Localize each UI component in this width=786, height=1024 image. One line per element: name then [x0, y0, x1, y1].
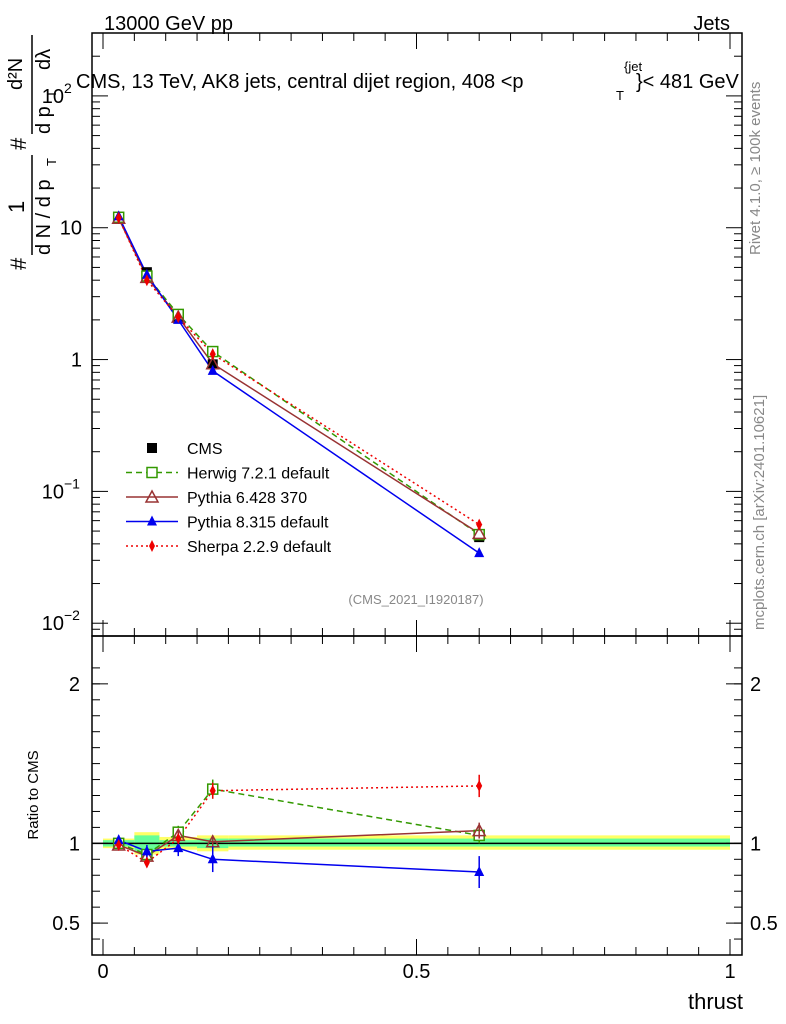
- title-sup: {jet: [624, 59, 642, 74]
- title-sub: T: [616, 88, 624, 103]
- xtick-label-0: 0: [97, 961, 108, 983]
- legend-label-data: CMS: [187, 441, 223, 458]
- rivet-label: Rivet 4.1.0, ≥ 100k events: [747, 82, 764, 255]
- title-main: CMS, 13 TeV, AK8 jets, central dijet reg…: [76, 71, 524, 93]
- main-ytick-exp-0: −2: [64, 607, 80, 623]
- legend-label-pythia6: Pythia 6.428 370: [187, 490, 307, 507]
- ylabel-den2c: dλ: [33, 49, 55, 70]
- main-point-pythia8-1: [141, 268, 152, 279]
- main-point-pythia6-4: [471, 525, 487, 540]
- ratio-point-pythia8-2: [173, 842, 184, 853]
- main-ytick-label-3: 10: [60, 218, 82, 240]
- ratio-ytick-label-right-2: 2: [750, 674, 761, 696]
- ratio-series-markers: [111, 774, 487, 889]
- main-ytick-label-0: 10: [42, 613, 64, 635]
- ratio-ytick-label-left-0: 0.5: [52, 913, 80, 935]
- ratio-point-pythia8-4: [474, 866, 485, 877]
- ratio-point-sherpa-2: [175, 832, 182, 845]
- legend-marker-pythia8: [147, 515, 157, 526]
- ylabel-hash1: #: [6, 257, 31, 270]
- ylabel-den1a: d N / d p: [33, 179, 55, 255]
- ratio-ytick-label-right-0: 0.5: [750, 913, 778, 935]
- ratio-line-herwig: [118, 788, 480, 856]
- ratio-point-pythia8-1: [141, 845, 152, 856]
- ylabel-den2a: d p: [33, 106, 55, 134]
- ratio-point-sherpa-3: [209, 784, 216, 797]
- legend-label-pythia8: Pythia 8.315 default: [187, 515, 329, 532]
- ratio-ytick-label-right-1: 1: [750, 833, 761, 855]
- legend-marker-herwig: [146, 466, 158, 479]
- main-series-markers: [111, 210, 487, 558]
- ylabel-hash2: #: [6, 137, 31, 150]
- xtick-label-1: 0.5: [403, 961, 431, 983]
- main-point-sherpa-4: [476, 518, 483, 531]
- ratio-point-sherpa-4: [476, 779, 483, 792]
- analysis-id: (CMS_2021_I1920187): [348, 592, 483, 607]
- main-ytick-label-1: 10: [42, 481, 64, 503]
- ylabel-num2: d²N: [5, 58, 27, 90]
- main-line-pythia6: [117, 217, 480, 535]
- mcplots-label: mcplots.cern.ch [arXiv:2401.10621]: [751, 395, 768, 630]
- legend-marker-pythia6: [144, 489, 160, 503]
- main-point-sherpa-0: [115, 211, 122, 224]
- ratio-y-axis-label: Ratio to CMS: [25, 750, 42, 839]
- ratio-point-pythia8-3: [207, 853, 218, 864]
- legend-label-herwig: Herwig 7.2.1 default: [187, 466, 330, 483]
- ratio-ytick-label-left-1: 1: [69, 833, 80, 855]
- header-right: Jets: [693, 13, 730, 35]
- plot-title: CMS, 13 TeV, AK8 jets, central dijet reg…: [76, 59, 740, 103]
- x-axis-label: thrust: [688, 989, 743, 1014]
- ratio-point-pythia6-4: [471, 823, 487, 837]
- xtick-label-2: 1: [724, 961, 735, 983]
- main-line-herwig: [117, 216, 480, 536]
- header-left: 13000 GeV pp: [104, 13, 233, 35]
- main-ytick-label-2: 1: [71, 350, 82, 372]
- main-y-axis-label: # 1 d N / d p T # d²N d p T dλ: [4, 35, 59, 270]
- main-point-pythia8-4: [474, 547, 485, 558]
- legend-marker-sherpa: [149, 540, 155, 552]
- main-point-data-3: [207, 359, 218, 370]
- ratio-point-sherpa-1: [143, 856, 150, 869]
- ylabel-den1b: T: [44, 158, 59, 166]
- ylabel-num1: 1: [4, 201, 29, 213]
- title-end: }< 481 GeV: [636, 71, 740, 93]
- main-point-sherpa-3: [209, 348, 216, 361]
- main-point-sherpa-2: [175, 311, 182, 324]
- legend-marker-data: [147, 443, 157, 453]
- ratio-line-sherpa: [118, 785, 480, 864]
- main-point-pythia8-3: [207, 364, 218, 375]
- ylabel-den2b: T: [44, 90, 59, 98]
- main-ytick-exp-1: −1: [64, 475, 80, 491]
- ratio-ytick-label-left-2: 2: [69, 674, 80, 696]
- legend-label-sherpa: Sherpa 2.2.9 default: [187, 539, 332, 556]
- main-ytick-label-4: 10: [42, 86, 64, 108]
- main-point-sherpa-1: [143, 274, 150, 287]
- main-ytick-exp-4: 2: [64, 80, 72, 96]
- ratio-frame: [91, 635, 743, 956]
- ratio-point-sherpa-0: [115, 838, 122, 851]
- legend: CMS Herwig 7.2.1 default Pythia 6.428 370 P…: [126, 441, 332, 556]
